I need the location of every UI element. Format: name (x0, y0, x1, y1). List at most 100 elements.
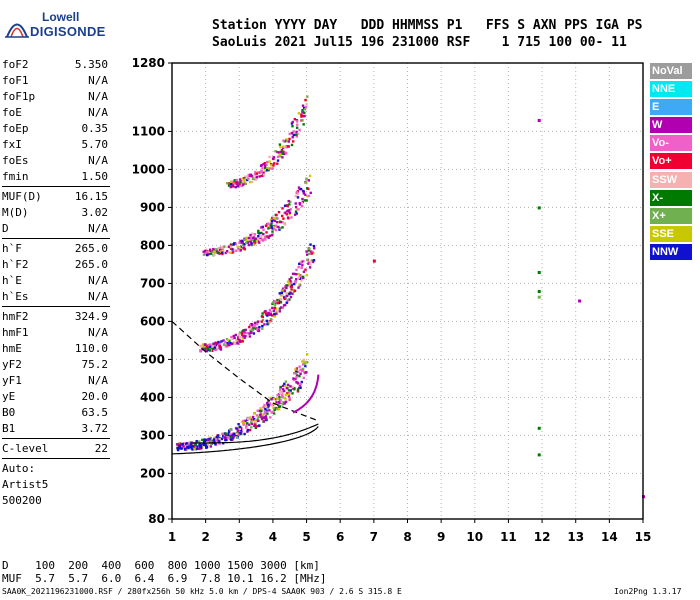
echo-point (287, 140, 291, 143)
param-row: M(D) 3.02 (2, 205, 110, 221)
echo-point (196, 447, 200, 450)
echo-point (265, 163, 268, 166)
echo-point (203, 348, 207, 352)
echo-point (253, 173, 257, 176)
echo-point (247, 173, 250, 177)
echo-point (246, 429, 250, 432)
isolated-echo-point (537, 426, 541, 430)
legend-entry-voplus: Vo+ (650, 153, 692, 170)
echo-point (250, 422, 254, 426)
echo-point (205, 349, 209, 353)
echo-point (267, 311, 270, 315)
echo-point (236, 434, 240, 438)
echo-point (204, 251, 207, 255)
param-name: foF1p (2, 90, 36, 103)
echo-point (218, 437, 221, 441)
echo-point (259, 407, 262, 410)
echo-point (265, 312, 269, 315)
echo-point (286, 383, 290, 387)
echo-point (227, 433, 230, 437)
echo-point (272, 225, 276, 229)
x-tick-label: 12 (534, 530, 551, 544)
echo-point (260, 416, 264, 419)
echo-point (215, 348, 218, 351)
echo-point (290, 288, 293, 291)
echo-point (203, 438, 206, 441)
param-name: foEs (2, 154, 29, 167)
echo-point (252, 324, 256, 328)
y-tick-label: 500 (140, 352, 165, 366)
echo-point (255, 328, 259, 331)
param-value: 5.350 (74, 58, 108, 71)
echo-point (295, 367, 299, 370)
echo-point (200, 444, 203, 447)
echo-point (276, 298, 279, 302)
echo-point (279, 155, 282, 158)
echo-point (307, 249, 311, 252)
echo-point (302, 259, 305, 263)
y-tick-label: 600 (140, 314, 165, 328)
echo-point (201, 438, 204, 442)
echo-point (289, 295, 293, 299)
echo-point (184, 448, 187, 451)
echo-point (243, 336, 246, 339)
echo-point (297, 186, 301, 189)
echo-point (271, 218, 275, 221)
echo-point (255, 175, 259, 179)
param-name: D (2, 222, 9, 235)
param-row: B0 63.5 (2, 405, 110, 421)
param-name: yF2 (2, 358, 22, 371)
echo-point (235, 179, 238, 182)
echo-point (223, 245, 226, 248)
echo-point (297, 386, 301, 390)
echo-point (263, 418, 266, 421)
echo-point (274, 224, 277, 227)
echo-point (252, 418, 256, 421)
echo-point (257, 415, 261, 419)
echo-point (205, 445, 209, 449)
echo-point (259, 415, 262, 418)
y-tick-label: 1100 (132, 124, 165, 138)
echo-point (270, 222, 273, 226)
y-tick-label: 400 (140, 390, 165, 404)
echo-point (227, 184, 231, 187)
echo-point (246, 241, 249, 244)
echo-point (302, 190, 305, 193)
param-value: N/A (88, 222, 108, 235)
echo-point (181, 442, 184, 446)
echo-point (269, 226, 272, 230)
echo-point (276, 150, 279, 154)
echo-point (248, 428, 252, 432)
echo-point (236, 430, 240, 433)
echo-point (267, 404, 270, 407)
echo-point (302, 114, 305, 118)
echo-point (223, 436, 226, 439)
echo-point (293, 213, 297, 216)
echo-point (242, 329, 245, 332)
echo-point (279, 385, 282, 389)
echo-point (213, 346, 217, 349)
echo-point (275, 307, 278, 310)
echo-point (230, 342, 234, 346)
echo-point (285, 286, 288, 290)
echo-point (278, 299, 282, 303)
echo-point (280, 291, 284, 295)
echo-point (224, 251, 227, 255)
echo-point (238, 182, 241, 186)
param-separator (2, 306, 110, 307)
echo-point (273, 304, 277, 307)
echo-point (202, 440, 206, 443)
echo-point (273, 162, 276, 165)
echo-point (277, 408, 281, 411)
echo-point (268, 234, 272, 238)
echo-point (298, 128, 301, 132)
echo-point (232, 435, 235, 438)
echo-point (307, 194, 311, 198)
echo-point (237, 333, 241, 337)
echo-point (243, 177, 246, 180)
echo-point (285, 294, 289, 298)
echo-point (261, 315, 265, 318)
param-value: 3.72 (81, 422, 109, 435)
legend-entry-vominus: Vo- (650, 135, 692, 152)
echo-point (281, 152, 284, 155)
